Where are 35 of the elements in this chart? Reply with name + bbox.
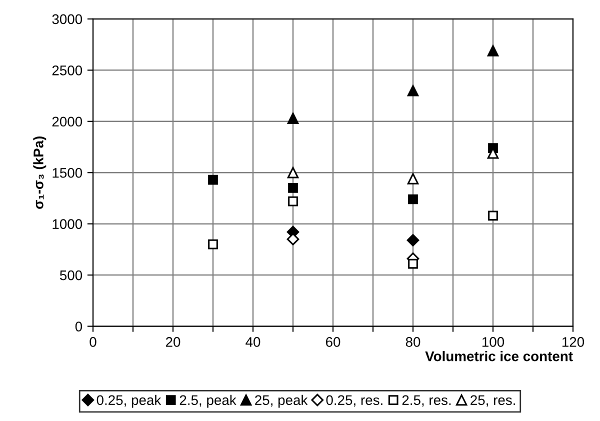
- x-tick-label: 40: [246, 337, 260, 347]
- legend-label: 25, res.: [470, 395, 515, 407]
- x-tick-label: 120: [562, 337, 584, 347]
- point: [287, 166, 299, 178]
- y-tick-label: 0: [75, 322, 82, 332]
- legend-label: 0.25, res.: [326, 395, 382, 407]
- point: [487, 45, 499, 56]
- point: [407, 173, 419, 184]
- y-tick-label: 1000: [52, 219, 82, 229]
- legend-label: 2.5, res.: [402, 395, 451, 407]
- legend-label: 25, peak: [255, 394, 308, 408]
- legend-label: 2.5, peak: [180, 394, 236, 408]
- point: [408, 194, 418, 204]
- point: [407, 85, 419, 96]
- x-tick-label: 80: [406, 337, 420, 347]
- x-tick-label: 0: [90, 337, 96, 347]
- point: [288, 196, 298, 206]
- x-tick-label: 60: [326, 337, 340, 347]
- y-tick-label: 3000: [52, 14, 82, 24]
- y-tick-label: 2000: [52, 116, 82, 127]
- x-tick-label: 20: [166, 337, 180, 347]
- point: [208, 239, 218, 250]
- point: [288, 183, 298, 193]
- point: [408, 258, 418, 269]
- point: [208, 174, 218, 185]
- x-tick-label: 100: [482, 337, 504, 347]
- x-axis-title: Volumetric ice content: [425, 351, 573, 362]
- y-tick-label: 1500: [52, 168, 82, 178]
- legend-label: 0.25, peak: [96, 394, 162, 408]
- point: [488, 210, 498, 221]
- point: [287, 112, 299, 124]
- point: [406, 234, 420, 246]
- y-tick-label: 2500: [52, 66, 82, 76]
- y-axis-title: σ₁-σ₃ (kPa): [33, 136, 46, 209]
- y-tick-label: 500: [60, 270, 82, 280]
